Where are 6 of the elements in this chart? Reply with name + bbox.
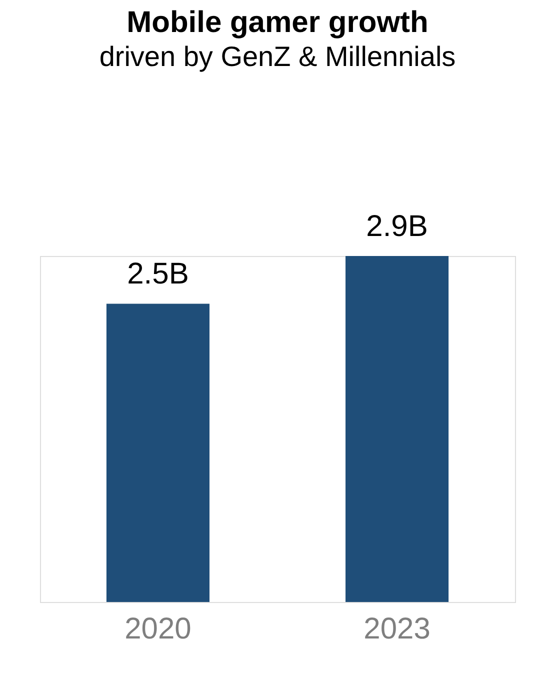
- chart-title: Mobile gamer growth: [126, 6, 428, 39]
- data-label: 2.9B: [366, 210, 428, 243]
- x-tick-label: 2023: [364, 612, 430, 646]
- chart-subtitle: driven by GenZ & Millennials: [99, 41, 456, 72]
- data-label: 2.5B: [127, 258, 189, 291]
- x-tick-label: 2020: [124, 612, 192, 646]
